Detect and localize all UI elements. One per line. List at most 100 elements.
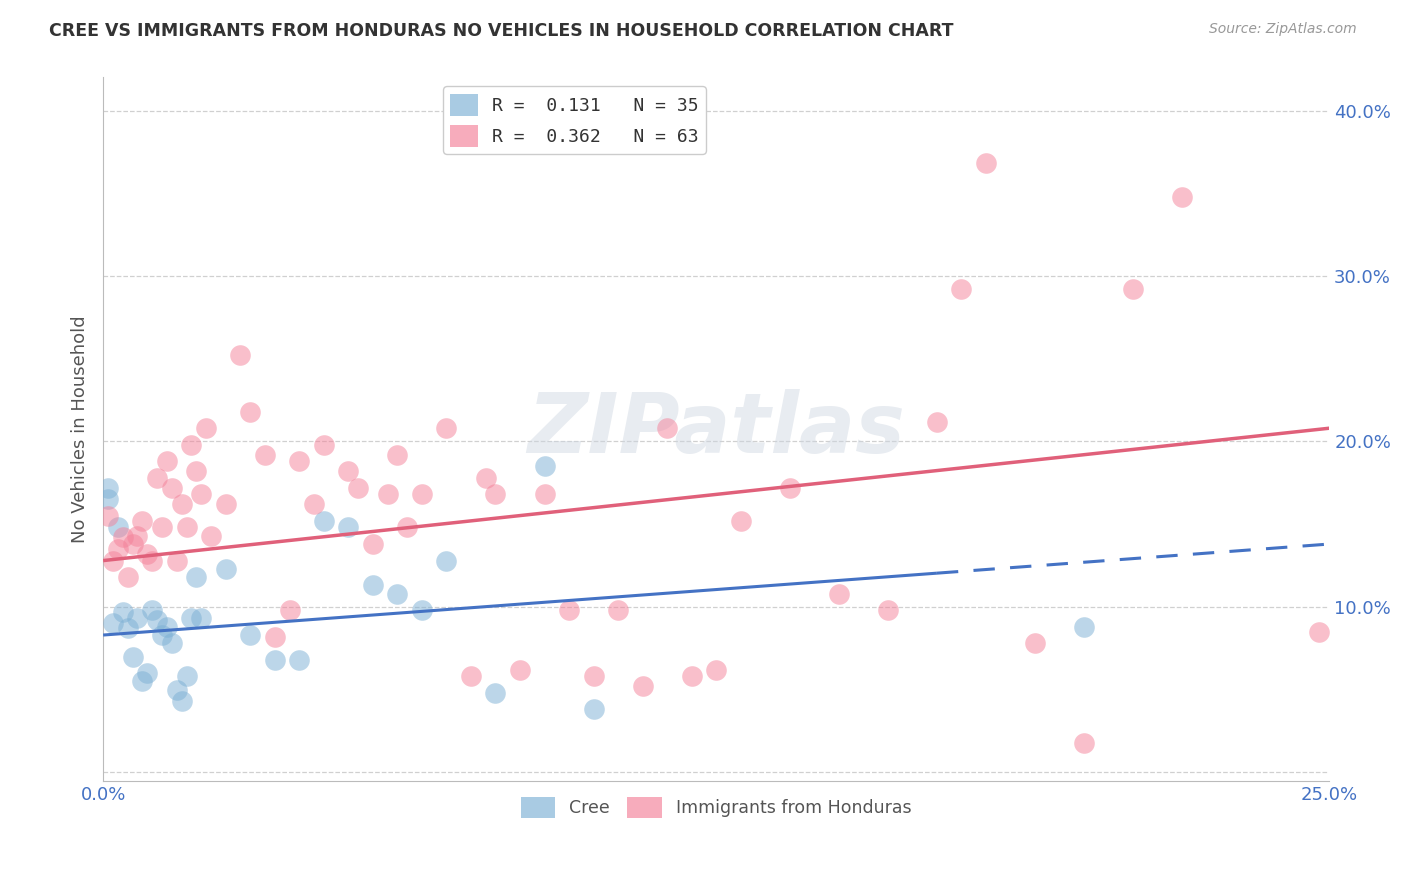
Point xyxy=(312,514,335,528)
Point xyxy=(312,438,335,452)
Point xyxy=(117,622,139,636)
Point xyxy=(101,616,124,631)
Point xyxy=(377,487,399,501)
Point xyxy=(97,492,120,507)
Point xyxy=(117,570,139,584)
Point xyxy=(141,553,163,567)
Point xyxy=(533,487,555,501)
Point xyxy=(111,530,134,544)
Point xyxy=(160,481,183,495)
Point xyxy=(436,553,458,567)
Point xyxy=(180,438,202,452)
Point xyxy=(1122,282,1144,296)
Point xyxy=(1308,624,1330,639)
Point xyxy=(1073,620,1095,634)
Point xyxy=(229,348,252,362)
Point xyxy=(533,459,555,474)
Point xyxy=(176,520,198,534)
Point xyxy=(170,497,193,511)
Point xyxy=(288,653,311,667)
Point xyxy=(337,464,360,478)
Point xyxy=(97,481,120,495)
Point xyxy=(582,669,605,683)
Point xyxy=(166,553,188,567)
Point xyxy=(1171,189,1194,203)
Point xyxy=(239,405,262,419)
Point xyxy=(127,611,149,625)
Point xyxy=(337,520,360,534)
Point xyxy=(828,587,851,601)
Legend: Cree, Immigrants from Honduras: Cree, Immigrants from Honduras xyxy=(513,789,918,825)
Point xyxy=(200,529,222,543)
Point xyxy=(396,520,419,534)
Point xyxy=(950,282,973,296)
Point xyxy=(509,663,531,677)
Point xyxy=(166,682,188,697)
Point xyxy=(136,547,159,561)
Point xyxy=(361,537,384,551)
Point xyxy=(484,686,506,700)
Point xyxy=(215,497,238,511)
Point xyxy=(239,628,262,642)
Point xyxy=(347,481,370,495)
Point xyxy=(1073,736,1095,750)
Point xyxy=(704,663,727,677)
Point xyxy=(1024,636,1046,650)
Point xyxy=(263,630,285,644)
Y-axis label: No Vehicles in Household: No Vehicles in Household xyxy=(72,315,89,543)
Point xyxy=(141,603,163,617)
Point xyxy=(474,471,496,485)
Point xyxy=(127,529,149,543)
Point xyxy=(657,421,679,435)
Point xyxy=(186,570,208,584)
Point xyxy=(97,508,120,523)
Point xyxy=(146,613,169,627)
Point xyxy=(730,514,752,528)
Point xyxy=(484,487,506,501)
Point xyxy=(278,603,301,617)
Point xyxy=(582,702,605,716)
Point xyxy=(131,674,153,689)
Point xyxy=(215,562,238,576)
Point xyxy=(876,603,898,617)
Text: Source: ZipAtlas.com: Source: ZipAtlas.com xyxy=(1209,22,1357,37)
Point xyxy=(974,156,997,170)
Point xyxy=(288,454,311,468)
Point xyxy=(190,487,212,501)
Point xyxy=(302,497,325,511)
Point xyxy=(361,578,384,592)
Point xyxy=(156,620,179,634)
Point xyxy=(681,669,703,683)
Point xyxy=(146,471,169,485)
Point xyxy=(180,611,202,625)
Point xyxy=(631,679,654,693)
Point xyxy=(107,541,129,556)
Point xyxy=(186,464,208,478)
Point xyxy=(121,649,143,664)
Point xyxy=(101,553,124,567)
Point xyxy=(558,603,581,617)
Point xyxy=(156,454,179,468)
Point xyxy=(387,448,409,462)
Point xyxy=(195,421,218,435)
Point xyxy=(779,481,801,495)
Point xyxy=(121,537,143,551)
Point xyxy=(411,487,433,501)
Point xyxy=(253,448,276,462)
Point xyxy=(925,415,948,429)
Point xyxy=(263,653,285,667)
Point xyxy=(131,514,153,528)
Point xyxy=(387,587,409,601)
Point xyxy=(150,628,173,642)
Point xyxy=(150,520,173,534)
Point xyxy=(607,603,630,617)
Point xyxy=(436,421,458,435)
Point xyxy=(107,520,129,534)
Point xyxy=(111,605,134,619)
Text: CREE VS IMMIGRANTS FROM HONDURAS NO VEHICLES IN HOUSEHOLD CORRELATION CHART: CREE VS IMMIGRANTS FROM HONDURAS NO VEHI… xyxy=(49,22,953,40)
Point xyxy=(411,603,433,617)
Point xyxy=(190,611,212,625)
Point xyxy=(136,666,159,681)
Text: ZIPatlas: ZIPatlas xyxy=(527,389,905,469)
Point xyxy=(176,669,198,683)
